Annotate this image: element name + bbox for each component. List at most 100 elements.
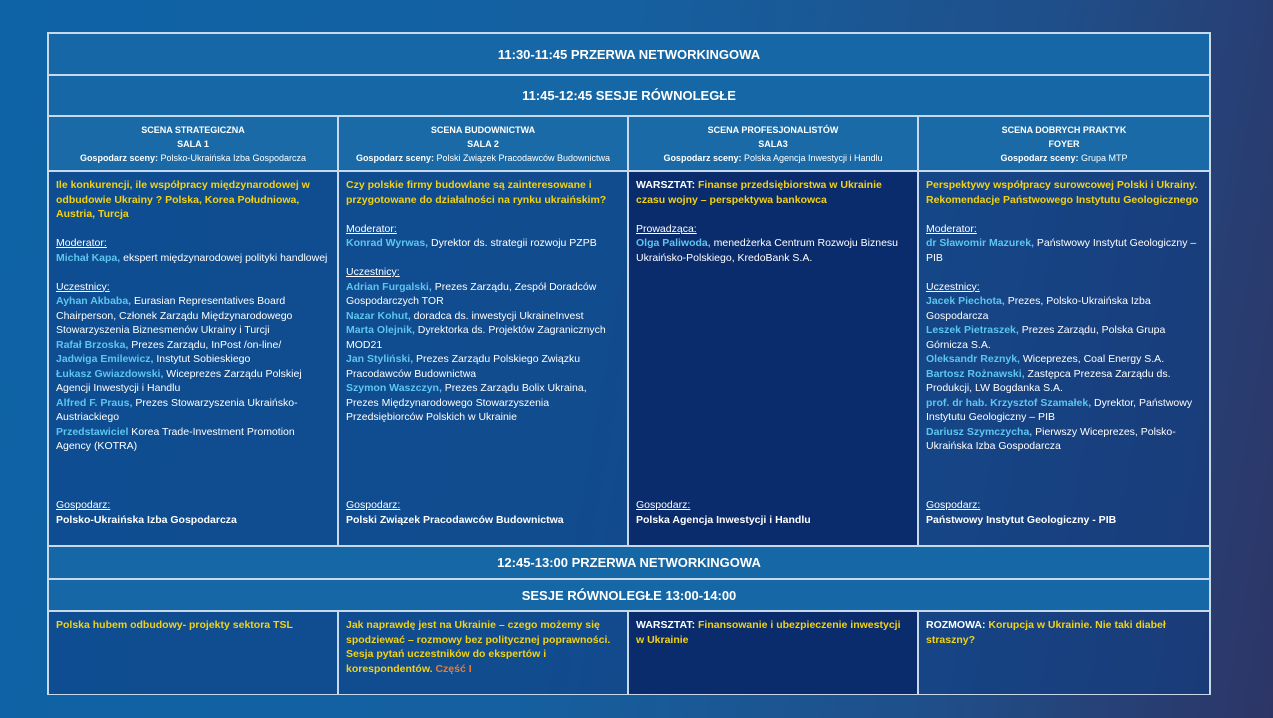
participant: Łukasz Gwiazdowski, Wiceprezes Zarządu P…: [56, 367, 330, 396]
participant: Przedstawiciel Korea Trade-Investment Pr…: [56, 425, 330, 454]
spacer: [926, 265, 1202, 280]
session-host-name: Polsko-Ukraińska Izba Gospodarcza: [56, 513, 237, 526]
participant-role: Zastępca Prezesa Zarządu ds. Produkcji, …: [926, 367, 1171, 395]
agenda-table: 11:30-11:45 PRZERWA NETWORKINGOWA 11:45-…: [47, 32, 1211, 695]
room-name: SALA3: [629, 137, 917, 151]
participant-name: Przedstawiciel: [56, 425, 129, 438]
moderator-role: Dyrektor ds. strategii rozwoju PZPB: [428, 237, 597, 249]
moderator-role: menedżerka Centrum Rozwoju Biznesu Ukrai…: [636, 237, 899, 264]
moderator-role: ekspert międzynarodowej polityki handlow…: [120, 251, 328, 264]
scene-title: SCENA BUDOWNICTWA: [430, 125, 536, 135]
participant-name: Dariusz Szymczycha,: [926, 425, 1033, 438]
participant-name: Nazar Kohut,: [346, 309, 411, 322]
participant-name: Leszek Pietraszek,: [926, 324, 1019, 336]
break-row-1: 11:30-11:45 PRZERWA NETWORKINGOWA: [48, 33, 1210, 75]
moderator-label: Moderator:: [56, 237, 107, 249]
participant-name: Rafał Brzoska,: [56, 338, 129, 351]
session-host-label: Gospodarz:: [56, 499, 111, 511]
session-topic: Finansowanie i ubezpieczenie inwestycji …: [636, 619, 901, 646]
participant-role: Dyrektor, Państwowy Instytutu Geologiczn…: [926, 396, 1193, 424]
scene-name: SCENA DOBRYCH PRAKTYK: [919, 123, 1209, 137]
room-label: SALA3: [758, 139, 788, 149]
participant: Bartosz Rożnawski, Zastępca Prezesa Zarz…: [926, 367, 1202, 396]
spacer: [926, 207, 1202, 222]
session-host: Gospodarz: Polski Związek Pracodawców Bud…: [346, 498, 620, 527]
spacer: [56, 265, 330, 280]
scene-title: SCENA STRATEGICZNA: [141, 125, 245, 135]
sessions-row-1: 11:45-12:45 SESJE RÓWNOLEGŁE: [48, 75, 1210, 116]
moderator-label: Prowadząca:: [636, 222, 697, 235]
scene-header: SCENA BUDOWNICTWA SALA 2 Gospodarz sceny: …: [338, 116, 628, 171]
scene-title: SCENA DOBRYCH PRAKTYK: [1001, 125, 1127, 135]
moderator-label: Moderator:: [926, 222, 977, 235]
scene-host-label: Gospodarz sceny:: [1000, 153, 1079, 163]
moderator-name: Olga Paliwoda,: [636, 237, 711, 249]
moderator-name: Konrad Wyrwas,: [346, 237, 429, 249]
participant-name: Łukasz Gwiazdowski,: [56, 367, 164, 380]
participant-role: Prezes Zarządu Polskiego Związku Pracoda…: [346, 353, 581, 380]
moderator: Olga Paliwoda, menedżerka Centrum Rozwoj…: [636, 236, 910, 265]
sessions-row-2: SESJE RÓWNOLEGŁE 13:00-14:00: [48, 579, 1210, 611]
session-title: WARSZTAT: Finanse przedsiębiorstwa w Ukr…: [636, 178, 910, 207]
participant-role: Prezes Zarządu, InPost /on-line/: [128, 338, 282, 351]
room-label: FOYER: [1048, 139, 1080, 149]
scene-host: Gospodarz sceny: Polska Agencja Inwestyc…: [629, 151, 917, 165]
participant-role: Prezes Zarządu, Polska Grupa Górnicza S.…: [926, 324, 1166, 351]
room-name: SALA 2: [339, 137, 627, 151]
session-type: ROZMOWA:: [926, 619, 989, 631]
participant-role: Dyrektorka ds. Projektów Zagranicznych M…: [346, 324, 606, 351]
session-part: Część I: [432, 662, 472, 675]
moderator: Michał Kapa, ekspert międzynarodowej pol…: [56, 251, 330, 266]
session-topic: Ile konkurencji, ile współpracy międzyna…: [56, 179, 310, 220]
scene-host-label: Gospodarz sceny:: [355, 153, 434, 163]
participant-name: Ayhan Akbaba,: [56, 295, 132, 307]
moderator: Konrad Wyrwas, Dyrektor ds. strategii ro…: [346, 236, 620, 251]
participants-label: Uczestnicy:: [56, 280, 110, 293]
participant-name: Jadwiga Emilewicz,: [56, 353, 154, 365]
session-cell-2: WARSZTAT: Finansowanie i ubezpieczenie i…: [628, 611, 918, 695]
moderator-name: Michał Kapa,: [56, 251, 121, 264]
participant-role: Wiceprezes Zarządu Polskiej Agencji Inwe…: [56, 367, 302, 395]
break-row-2: 12:45-13:00 PRZERWA NETWORKINGOWA: [48, 546, 1210, 579]
scene-host-name: Polska Agencja Inwestycji i Handlu: [743, 153, 883, 163]
participants-label: Uczestnicy:: [346, 266, 400, 278]
participant: Marta Olejnik, Dyrektorka ds. Projektów …: [346, 323, 620, 352]
room-name: SALA 1: [49, 137, 337, 151]
participant-name: Szymon Waszczyn,: [346, 382, 442, 394]
participant: Jadwiga Emilewicz, Instytut Sobieskiego: [56, 352, 330, 367]
participant-role: Instytut Sobieskiego: [153, 353, 251, 365]
session-host: Gospodarz: Polska Agencja Inwestycji i Ha…: [636, 498, 910, 527]
participant: Rafał Brzoska, Prezes Zarządu, InPost /o…: [56, 338, 330, 353]
moderator-name: dr Sławomir Mazurek,: [926, 237, 1034, 249]
scene-host: Gospodarz sceny: Polski Związek Pracodaw…: [339, 151, 627, 165]
scene-host-label: Gospodarz sceny:: [79, 153, 158, 163]
participant-role: Prezes, Polsko-Ukraińska Izba Gospodarcz…: [926, 295, 1151, 322]
scene-host-name: Grupa MTP: [1081, 153, 1128, 163]
scene-host-name: Polski Związek Pracodawców Budownictwa: [436, 153, 611, 163]
room-label: SALA 1: [177, 139, 209, 149]
session-topic: Jak naprawdę jest na Ukrainie – czego mo…: [346, 619, 611, 675]
room-name: FOYER: [919, 137, 1209, 151]
session-topic: Polska hubem odbudowy- projekty sektora …: [56, 619, 293, 631]
spacer: [636, 207, 910, 222]
participant-name: Alfred F. Praus,: [56, 396, 133, 409]
participant-role: Korea Trade-Investment Promotion Agency …: [56, 425, 295, 453]
participant: Szymon Waszczyn, Prezes Zarządu Bolix Uk…: [346, 381, 620, 425]
session-title: Czy polskie firmy budowlane są zainteres…: [346, 178, 620, 207]
session-title: Perspektywy współpracy surowcowej Polski…: [926, 178, 1202, 207]
session-cell: Czy polskie firmy budowlane są zainteres…: [338, 171, 628, 546]
participant-role: Prezes Stowarzyszenia Ukraińsko-Austriac…: [56, 396, 298, 424]
scene-header: SCENA STRATEGICZNA SALA 1 Gospodarz sceny:…: [48, 116, 338, 171]
participant-name: prof. dr hab. Krzysztof Szamałek,: [926, 396, 1092, 409]
participant: prof. dr hab. Krzysztof Szamałek, Dyrekt…: [926, 396, 1202, 425]
session-host-label: Gospodarz:: [346, 499, 401, 511]
session-host-label: Gospodarz:: [636, 499, 691, 511]
session-cell: Ile konkurencji, ile współpracy międzyna…: [48, 171, 338, 546]
session-host-name: Polski Związek Pracodawców Budownictwa: [346, 513, 564, 526]
participant-name: Jacek Piechota,: [926, 295, 1005, 307]
room-label: SALA 2: [467, 139, 499, 149]
scene-header: SCENA PROFESJONALISTÓW SALA3 Gospodarz sce…: [628, 116, 918, 171]
session-host: Gospodarz: Państwowy Instytut Geologiczny…: [926, 498, 1202, 527]
scene-name: SCENA STRATEGICZNA: [49, 123, 337, 137]
participant-name: Jan Styliński,: [346, 353, 414, 365]
